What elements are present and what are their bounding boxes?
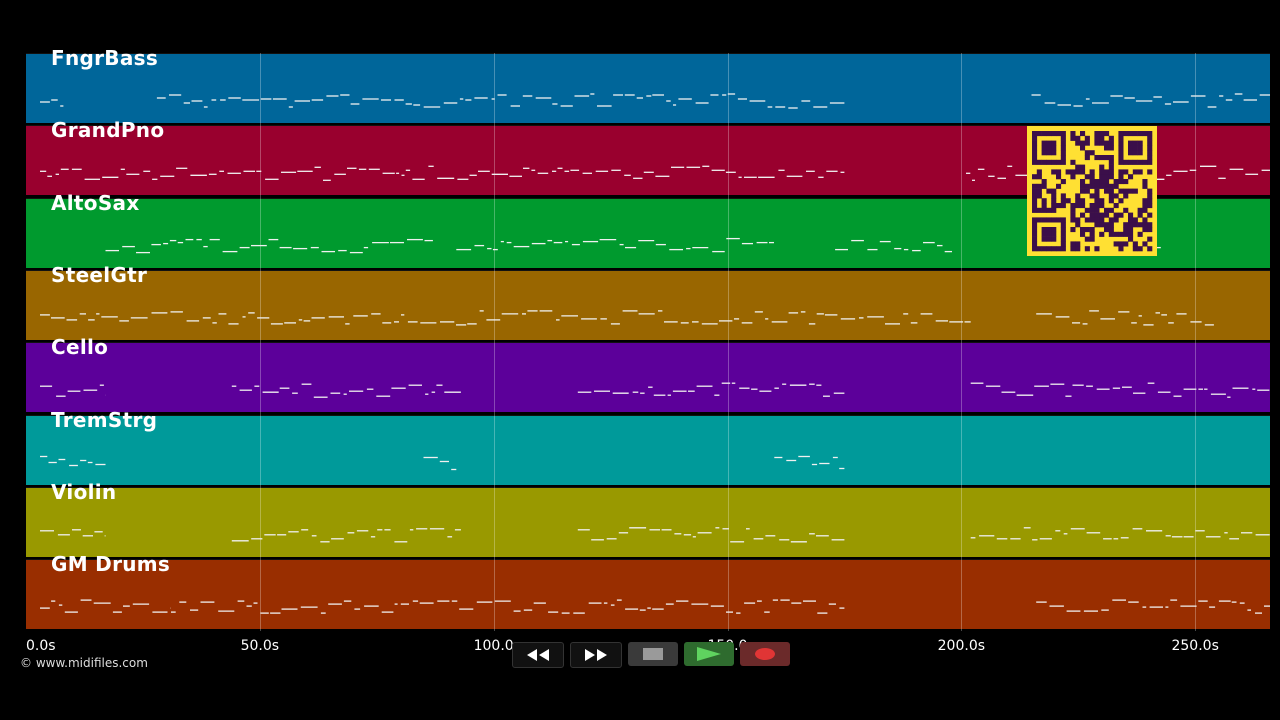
copyright-text: © www.midifiles.com [20, 656, 148, 670]
track-name: FngrBass [51, 46, 159, 70]
grid-line [1195, 53, 1197, 631]
grid-line [259, 53, 261, 631]
track-name: Violin [51, 479, 117, 504]
track-name: GrandPno [51, 118, 165, 143]
track-name: GM Drums [51, 552, 171, 577]
time-tick-label: 200.0s [937, 638, 986, 654]
track-row: GM Drums [26, 552, 1270, 630]
play-button[interactable] [684, 642, 734, 666]
fast-forward-icon [585, 649, 607, 661]
time-tick-label: 100.0 [473, 638, 514, 654]
play-icon [697, 647, 721, 661]
track-name: Cello [51, 335, 109, 360]
piano-roll: FngrBass GrandPno AltoSax SteelGtr Cello… [26, 46, 1270, 631]
track-name: SteelGtr [51, 262, 148, 287]
track-row: FngrBass [26, 46, 1270, 123]
stop-icon [643, 648, 663, 660]
record-icon [755, 648, 775, 660]
track-name: AltoSax [51, 190, 140, 215]
track-row: Cello [26, 335, 1270, 413]
transport-controls [512, 642, 790, 668]
qr-code [1027, 126, 1157, 256]
time-tick-label: 250.0s [1171, 638, 1219, 654]
grid-line [727, 53, 729, 631]
record-button[interactable] [740, 642, 790, 666]
stop-button[interactable] [628, 642, 678, 666]
time-tick-label: 50.0s [240, 638, 280, 654]
time-tick-label: 0.0s [26, 638, 56, 654]
track-row: SteelGtr [26, 263, 1270, 340]
track-row: Violin [26, 480, 1270, 557]
track-row: TremStrg [26, 408, 1270, 485]
track-name: TremStrg [51, 407, 158, 432]
fast-forward-button[interactable] [570, 642, 622, 668]
rewind-button[interactable] [512, 642, 564, 668]
rewind-icon [527, 649, 549, 661]
grid-line [961, 53, 963, 631]
grid-line [493, 53, 495, 631]
